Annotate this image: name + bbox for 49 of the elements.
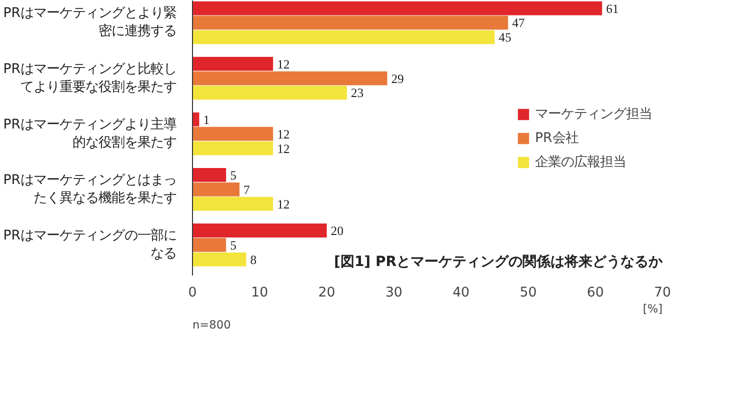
data-label: 1 — [203, 112, 210, 127]
data-label: 61 — [606, 2, 619, 16]
bar — [192, 56, 274, 71]
bar — [192, 71, 388, 86]
data-label: 7 — [244, 182, 250, 197]
data-label: 12 — [277, 127, 290, 142]
bar — [192, 141, 274, 156]
data-label: 20 — [330, 224, 344, 238]
data-label: 5 — [230, 168, 236, 182]
y-tick-label: PRはマーケティングとはまったく異なる機能を果たす — [3, 172, 177, 206]
data-label: 8 — [250, 252, 257, 267]
x-axis-title: [%] — [642, 302, 663, 316]
bar — [192, 30, 495, 44]
data-label: 12 — [277, 57, 290, 72]
legend-label: PR会社 — [535, 130, 578, 146]
bar — [192, 112, 200, 126]
bar — [192, 1, 602, 16]
y-tick-label: PRはマーケティングと比較してより重要な役割を果たす — [3, 62, 177, 95]
text: [図1] PRとマーケティングの関係は将来どうなるか — [334, 254, 664, 270]
bar — [192, 182, 240, 196]
bar — [192, 86, 347, 100]
x-tick-label: 30 — [385, 286, 402, 300]
bar — [192, 16, 508, 30]
data-label: 45 — [498, 30, 512, 45]
x-tick-label: 50 — [520, 286, 537, 300]
data-label: 29 — [391, 72, 404, 86]
data-label: 12 — [277, 197, 290, 212]
bar — [192, 126, 274, 141]
x-tick-label: 20 — [318, 286, 336, 300]
data-label: 23 — [350, 86, 364, 100]
x-tick-label: 60 — [586, 286, 604, 300]
legend-label: マーケティング担当 — [535, 106, 652, 122]
x-tick-label: 10 — [251, 286, 268, 300]
bar — [192, 196, 274, 211]
x-tick-label: 70 — [654, 286, 671, 300]
bar — [192, 168, 226, 182]
bar — [192, 224, 327, 238]
x-tick-label: 40 — [452, 286, 470, 300]
data-label: 5 — [230, 238, 236, 252]
text: n=800 — [192, 318, 231, 332]
bar — [192, 238, 226, 252]
x-tick-label: 0 — [188, 286, 197, 300]
legend-label: 企業の広報担当 — [535, 154, 626, 170]
data-label: 12 — [277, 142, 290, 156]
bar — [192, 252, 246, 266]
y-tick-label: PRはマーケティングとより緊密に連携する — [3, 6, 177, 40]
y-tick-label: PRはマーケティングより主導的な役割を果たす — [3, 116, 177, 150]
data-label: 47 — [512, 16, 525, 30]
y-tick-label: PRはマーケティングの一部になる — [3, 228, 177, 262]
